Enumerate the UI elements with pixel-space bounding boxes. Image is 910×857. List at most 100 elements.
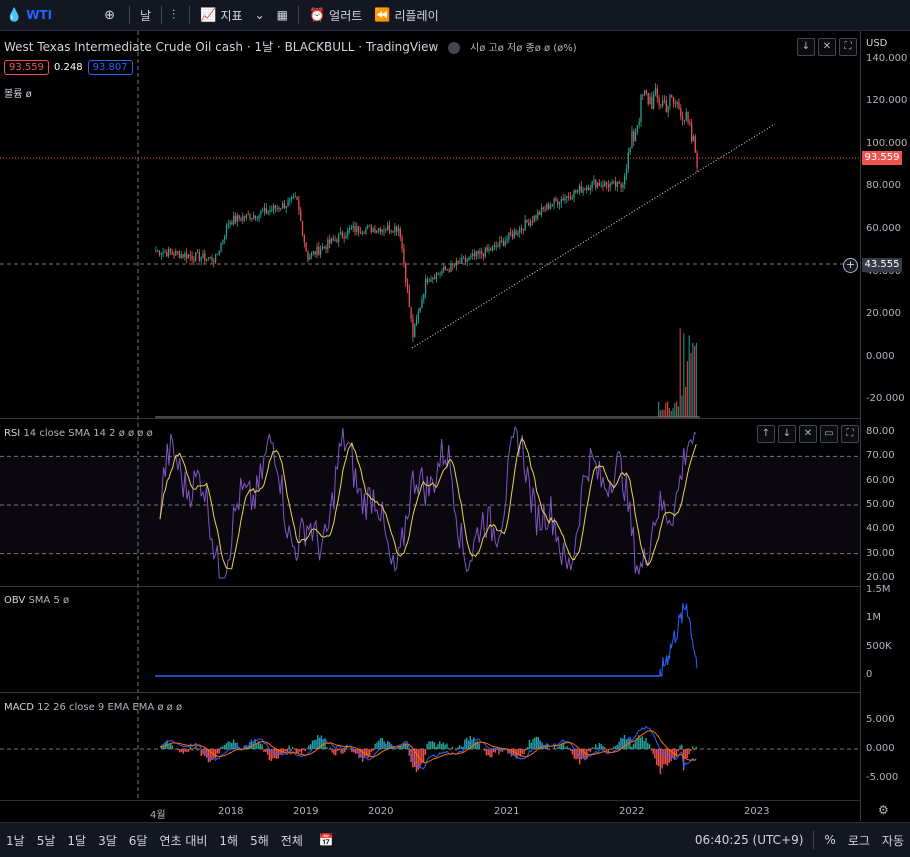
macd-histogram-bar bbox=[183, 749, 184, 754]
range-button[interactable]: 6달 bbox=[123, 832, 154, 849]
hide-series-icon[interactable] bbox=[448, 42, 460, 54]
candle-body bbox=[467, 260, 468, 262]
panel-divider-rsi[interactable] bbox=[0, 418, 860, 419]
candle-body bbox=[443, 267, 444, 271]
volume-bar bbox=[663, 410, 664, 417]
candle-body bbox=[159, 251, 160, 255]
candle-body bbox=[334, 240, 335, 241]
move-down-icon[interactable]: ↓ bbox=[778, 425, 796, 443]
candle-body bbox=[526, 220, 527, 223]
auto-toggle[interactable]: 자동 bbox=[876, 832, 910, 849]
candle-body bbox=[325, 247, 326, 249]
log-toggle[interactable]: 로그 bbox=[842, 832, 876, 849]
candle-body bbox=[532, 221, 533, 222]
chart-title[interactable]: West Texas Intermediate Crude Oil cash ·… bbox=[4, 40, 438, 54]
candle-body bbox=[456, 261, 457, 266]
candle-body bbox=[320, 250, 321, 254]
volume-legend[interactable]: 볼륨 ø bbox=[4, 85, 32, 100]
candle-body bbox=[358, 226, 359, 232]
volume-bar bbox=[665, 403, 666, 417]
candle-body bbox=[671, 95, 672, 98]
candle-body bbox=[490, 249, 491, 251]
candle-body bbox=[168, 249, 169, 256]
add-alert-icon[interactable]: + bbox=[843, 258, 858, 273]
candle-body bbox=[410, 307, 411, 319]
settings-gear-icon[interactable]: ⚙ bbox=[878, 803, 889, 817]
close-icon[interactable]: ✕ bbox=[818, 38, 836, 56]
macd-histogram-bar bbox=[611, 749, 612, 750]
macd-histogram-bar bbox=[262, 744, 263, 749]
macd-histogram-bar bbox=[600, 744, 601, 749]
panel-divider-macd[interactable] bbox=[0, 692, 860, 693]
range-button[interactable]: 1달 bbox=[61, 832, 92, 849]
range-button[interactable]: 1날 bbox=[0, 832, 31, 849]
candle-body bbox=[649, 97, 650, 104]
close-icon[interactable]: ✕ bbox=[799, 425, 817, 443]
range-button[interactable]: 연초 대비 bbox=[153, 832, 213, 849]
candle-body bbox=[257, 218, 258, 219]
candle-body bbox=[635, 132, 636, 141]
maximize-icon[interactable]: ⛶ bbox=[839, 38, 857, 56]
rsi-legend[interactable]: RSI 14 close SMA 14 2 ø ø ø ø bbox=[4, 428, 153, 439]
candle-body bbox=[637, 125, 638, 132]
macd-histogram-bar bbox=[427, 744, 428, 749]
currency-label[interactable]: USD bbox=[866, 38, 887, 49]
macd-histogram-bar bbox=[613, 747, 614, 749]
candle-body bbox=[617, 182, 618, 187]
macd-histogram-bar bbox=[450, 749, 451, 750]
candle-body bbox=[233, 216, 234, 224]
macd-legend[interactable]: MACD 12 26 close 9 EMA EMA ø ø ø bbox=[4, 702, 182, 713]
candle-body bbox=[470, 256, 471, 258]
range-button[interactable]: 전체 bbox=[275, 832, 309, 849]
spread-value: 0.248 bbox=[54, 62, 83, 73]
candle-body bbox=[353, 226, 354, 228]
candle-body bbox=[430, 279, 431, 281]
calendar-icon[interactable]: 📅 bbox=[319, 833, 334, 847]
panel-divider-obv[interactable] bbox=[0, 586, 860, 587]
main-legend: West Texas Intermediate Crude Oil cash ·… bbox=[4, 38, 577, 55]
macd-histogram-bar bbox=[188, 749, 189, 752]
obv-legend[interactable]: OBV SMA 5 ø bbox=[4, 595, 69, 606]
candle-body bbox=[613, 181, 614, 182]
volume-bar bbox=[672, 408, 673, 417]
price-axis-tick: 80.000 bbox=[866, 180, 901, 191]
move-up-icon[interactable]: ↑ bbox=[757, 425, 775, 443]
candle-body bbox=[418, 312, 419, 319]
clock-time[interactable]: 06:40:25 (UTC+9) bbox=[689, 833, 810, 847]
range-button[interactable]: 5날 bbox=[31, 832, 62, 849]
macd-histogram-bar bbox=[434, 742, 435, 749]
collapse-icon[interactable]: ▭ bbox=[820, 425, 838, 443]
range-button[interactable]: 1해 bbox=[213, 832, 244, 849]
candle-body bbox=[604, 182, 605, 186]
range-button[interactable]: 3달 bbox=[92, 832, 123, 849]
candle-body bbox=[284, 203, 285, 208]
macd-histogram-bar bbox=[218, 749, 219, 753]
maximize-icon[interactable]: ⛶ bbox=[841, 425, 859, 443]
candle-body bbox=[237, 215, 238, 221]
macd-histogram-bar bbox=[290, 749, 291, 752]
candle-body bbox=[458, 261, 459, 262]
bid-price[interactable]: 93.559 bbox=[4, 60, 49, 75]
candle-body bbox=[302, 221, 303, 236]
candle-body bbox=[400, 228, 401, 237]
macd-histogram-bar bbox=[184, 749, 185, 752]
candle-body bbox=[378, 228, 379, 230]
move-down-icon[interactable]: ↓ bbox=[797, 38, 815, 56]
divider bbox=[813, 831, 814, 849]
candle-body bbox=[546, 204, 547, 210]
candle-body bbox=[333, 238, 334, 240]
candle-body bbox=[669, 95, 670, 106]
macd-histogram-bar bbox=[647, 743, 648, 749]
candle-body bbox=[244, 217, 245, 218]
macd-histogram-bar bbox=[260, 744, 261, 749]
percent-toggle[interactable]: % bbox=[818, 833, 841, 847]
macd-histogram-bar bbox=[340, 749, 341, 753]
candle-body bbox=[315, 251, 316, 254]
candle-body bbox=[499, 241, 500, 247]
macd-histogram-bar bbox=[362, 749, 363, 762]
candle-body bbox=[675, 104, 676, 105]
macd-histogram-bar bbox=[570, 749, 571, 751]
macd-histogram-bar bbox=[326, 747, 327, 749]
range-button[interactable]: 5해 bbox=[244, 832, 275, 849]
ask-price[interactable]: 93.807 bbox=[88, 60, 133, 75]
